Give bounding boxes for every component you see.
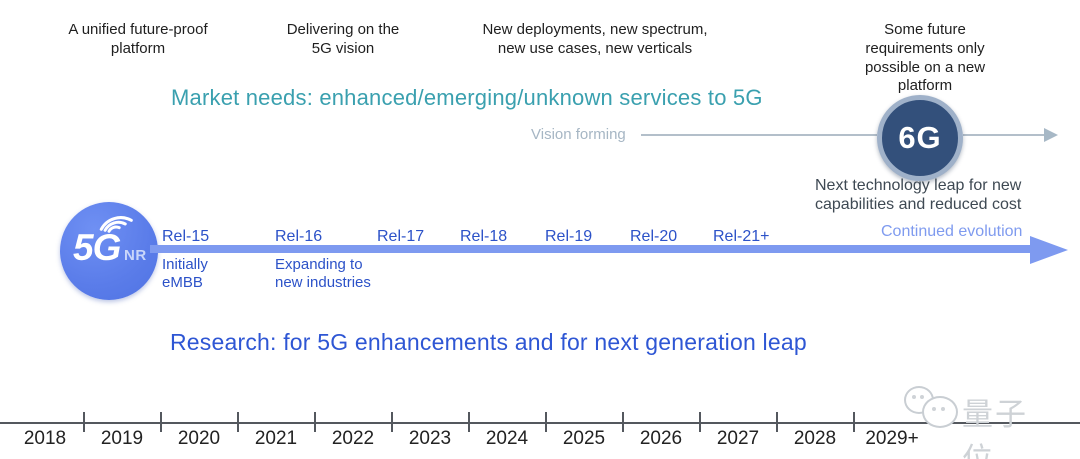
year-axis-tick [83,412,85,432]
release-label-rel17: Rel-17 [377,228,425,245]
release-label-rel19: Rel-19 [545,228,593,245]
wifi-signal-icon [99,216,133,233]
year-axis-tick [391,412,393,432]
year-axis-tick [699,412,701,432]
note-initially-embb: Initially eMBB [162,256,208,291]
release-label-rel18: Rel-18 [460,228,508,245]
year-label-2022: 2022 [331,428,375,449]
release-timeline-arrow [150,245,1032,253]
year-axis-line [0,422,1080,424]
badge-nr-label: NR [124,247,147,264]
chat-bubble-icon [904,386,934,414]
market-needs-heading: Market needs: enhanced/emerging/unknown … [171,85,763,110]
year-label-2020: 2020 [177,428,221,449]
next-technology-leap-text: Next technology leap for new capabilitie… [815,177,1022,214]
year-label-2025: 2025 [562,428,606,449]
year-label-2019: 2019 [100,428,144,449]
year-axis-tick [853,412,855,432]
year-label-2024: 2024 [485,428,529,449]
top-note-new-deployments: New deployments, new spectrum, new use c… [482,21,708,57]
vision-arrow-line-right [963,134,1047,136]
badge-6g-label: 6G [898,120,942,155]
year-axis-tick [237,412,239,432]
chat-bubble-icon [922,396,958,428]
badge-6g: 6G [877,95,963,181]
release-timeline-arrowhead-icon [1030,236,1068,264]
release-label-rel16: Rel-16 [275,228,323,245]
year-label-2029plus: 2029+ [865,428,919,449]
year-label-2026: 2026 [639,428,683,449]
top-note-5g-vision: Delivering on the 5G vision [286,21,400,57]
research-heading: Research: for 5G enhancements and for ne… [170,329,807,355]
badge-5g-label: 5G [73,227,121,268]
year-axis-tick [776,412,778,432]
vision-arrowhead-icon [1044,128,1058,142]
year-axis-tick [468,412,470,432]
year-label-2028: 2028 [793,428,837,449]
year-label-2023: 2023 [408,428,452,449]
watermark-text: 量子位 [962,397,1028,459]
year-label-2027: 2027 [716,428,760,449]
top-note-unified-platform: A unified future-proof platform [68,21,208,57]
release-label-rel15: Rel-15 [162,228,210,245]
release-label-rel21plus: Rel-21+ [713,228,770,245]
vision-arrow-line-left [641,134,877,136]
year-axis-tick [545,412,547,432]
year-label-2018: 2018 [23,428,67,449]
qbitai-watermark: 量子位 [898,383,1058,459]
year-axis-tick [622,412,624,432]
vision-forming-label: Vision forming [531,126,626,143]
continued-evolution-label: Continued evolution [881,223,1023,240]
note-expanding-industries: Expanding to new industries [275,256,371,291]
badge-5g-nr: 5G NR [60,202,158,300]
top-note-future-requirements: Some future requirements only possible o… [864,21,986,95]
release-label-rel20: Rel-20 [630,228,678,245]
year-axis-tick [160,412,162,432]
year-label-2021: 2021 [254,428,298,449]
year-axis-tick [314,412,316,432]
